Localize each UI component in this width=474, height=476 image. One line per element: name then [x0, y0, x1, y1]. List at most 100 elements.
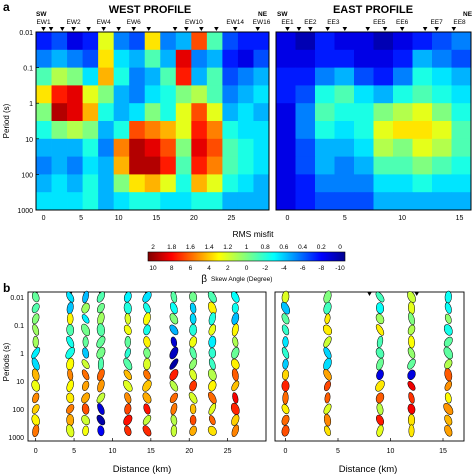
heatmap-cell [237, 49, 254, 68]
panel-a-west-x-ticks: 0 5 10 15 20 25 [42, 215, 236, 222]
heatmap-cell [36, 156, 52, 175]
heatmap-cell [160, 49, 177, 68]
heatmap-cell [295, 67, 316, 86]
x-tick-label: 10 [387, 448, 395, 455]
heatmap-cell [432, 49, 452, 68]
y-tick-label: 0.01 [19, 30, 33, 37]
heatmap-cell [206, 67, 223, 86]
phase-tensor-ellipse [323, 336, 332, 348]
heatmap-cell [113, 138, 130, 157]
heatmap-cell [432, 192, 452, 211]
heatmap-cell [129, 138, 146, 157]
phase-tensor-ellipse [189, 291, 198, 303]
x-tick-label: 10 [398, 215, 406, 222]
heatmap-cell [175, 67, 192, 86]
station-marker [285, 27, 290, 31]
heatmap-cell [191, 138, 208, 157]
heatmap-cell [393, 156, 413, 175]
heatmap-cell [160, 156, 177, 175]
heatmap-cell [129, 85, 146, 104]
phase-tensor-ellipse [143, 358, 151, 371]
heatmap-cell [432, 174, 452, 193]
phase-tensor-ellipse [189, 323, 197, 336]
station-label: EW10 [185, 19, 203, 26]
station-label: EE6 [396, 19, 409, 26]
heatmap-cell [191, 174, 208, 193]
phase-tensor-ellipse [376, 369, 384, 381]
panel-b-west-xlabel: Distance (km) [113, 464, 172, 475]
station-marker [146, 27, 152, 31]
phase-tensor-ellipse [170, 336, 178, 348]
heatmap-cell [67, 174, 83, 193]
x-tick-label: 20 [185, 448, 193, 455]
heatmap-cell [315, 103, 335, 122]
y-tick-label: 100 [21, 172, 33, 179]
phase-tensor-ellipse [66, 336, 75, 348]
station-label: EE7 [430, 19, 443, 26]
station-marker [131, 27, 137, 31]
heatmap-cell [237, 121, 254, 140]
phase-tensor-ellipse [281, 347, 290, 359]
y-tick-label: 0.1 [14, 323, 24, 330]
heatmap-cell [373, 138, 394, 157]
phase-tensor-ellipse [189, 403, 197, 415]
heatmap-cell [129, 156, 146, 175]
heatmap-cell [451, 85, 472, 104]
phase-tensor-ellipse [376, 302, 384, 314]
phase-tensor-ellipse [81, 403, 90, 415]
heatmap-cell [36, 49, 52, 68]
heatmap-cell [113, 121, 130, 140]
phase-tensor-ellipse [188, 392, 198, 404]
phase-tensor-ellipse [230, 402, 240, 416]
phase-tensor-ellipse [408, 312, 415, 326]
heatmap-cell [393, 121, 413, 140]
heatmap-cell [82, 138, 99, 157]
colorbar-tick-label: 1.2 [223, 244, 232, 251]
heatmap-cell [315, 85, 335, 104]
phase-tensor-ellipse [231, 424, 239, 438]
heatmap-cell [222, 156, 239, 175]
east-ellipse-frame [274, 291, 465, 442]
heatmap-cell [315, 67, 335, 86]
phase-tensor-ellipse [444, 302, 452, 314]
phase-tensor-ellipse [375, 392, 385, 404]
phase-tensor-ellipse [66, 301, 74, 315]
phase-tensor-ellipse [123, 301, 132, 315]
heatmap-cell [373, 192, 394, 211]
phase-tensor-ellipse [124, 425, 132, 436]
heatmap-cell [354, 174, 374, 193]
heatmap-cell [67, 121, 83, 140]
heatmap-cell [51, 138, 68, 157]
heatmap-cell [222, 138, 239, 157]
heatmap-cell [412, 174, 433, 193]
phase-tensor-ellipse [31, 404, 40, 414]
station-marker [399, 27, 405, 31]
heatmap-cell [432, 32, 452, 51]
heatmap-cell [113, 103, 130, 122]
phase-tensor-ellipse [66, 291, 75, 303]
heatmap-cell [295, 192, 316, 211]
heatmap-cell [160, 67, 177, 86]
heatmap-cell [36, 85, 52, 104]
heatmap-cell [373, 49, 394, 68]
heatmap-cell [144, 138, 161, 157]
heatmap-cell [113, 67, 130, 86]
heatmap-cell [276, 49, 296, 68]
phase-tensor-ellipse [81, 314, 90, 324]
phase-tensor-ellipse [123, 357, 133, 371]
phase-tensor-ellipse [96, 323, 105, 337]
phase-tensor-ellipse [96, 347, 106, 359]
phase-tensor-ellipse [143, 324, 151, 336]
phase-tensor-ellipse [32, 392, 40, 404]
phase-tensor-ellipse [189, 414, 197, 426]
x-tick-label: 5 [72, 448, 76, 455]
heatmap-cell [432, 156, 452, 175]
heatmap-cell [191, 103, 208, 122]
phase-tensor-ellipse [169, 392, 178, 404]
phase-tensor-ellipse [170, 424, 178, 437]
heatmap-cell [451, 32, 472, 51]
heatmap-cell [67, 103, 83, 122]
heatmap-cell [253, 121, 270, 140]
heatmap-cell [295, 174, 316, 193]
station-marker [367, 292, 372, 296]
